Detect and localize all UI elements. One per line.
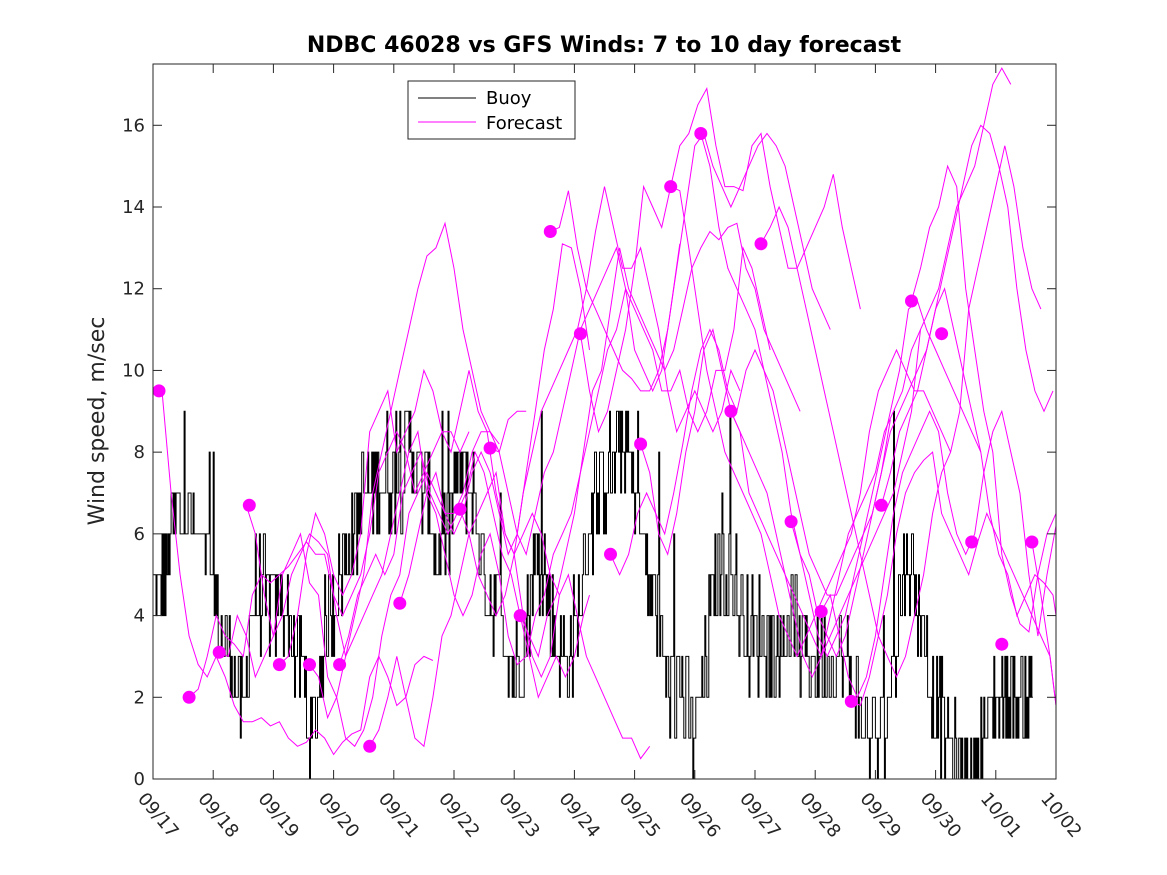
forecast-series-line-13: [579, 86, 861, 434]
forecast-series-line-20: [790, 124, 1054, 658]
forecast-marker: [724, 404, 738, 418]
forecast-series-line-5: [309, 243, 590, 720]
forecast-series-line-24: [911, 164, 1057, 633]
axes-background: [153, 64, 1056, 779]
y-tick-label: 2: [134, 687, 145, 708]
forecast-marker: [844, 694, 858, 708]
forecast-marker: [212, 645, 226, 659]
forecast-marker: [513, 609, 527, 623]
forecast-marker: [182, 690, 196, 704]
forecast-marker: [1025, 535, 1039, 549]
forecast-marker: [634, 437, 648, 451]
forecast-marker: [333, 658, 347, 672]
forecast-marker: [604, 547, 617, 561]
forecast-series-line-7: [369, 470, 651, 760]
forecast-marker: [573, 327, 587, 341]
forecast-series-line-18: [730, 67, 1012, 679]
forecast-series-line-8: [399, 243, 681, 666]
y-tick-label: 6: [134, 524, 145, 545]
y-tick-label: 10: [122, 360, 145, 381]
y-tick-label: 8: [134, 442, 145, 463]
forecast-series-layer: [153, 67, 1057, 760]
forecast-series-line-2: [218, 431, 500, 748]
forecast-marker: [814, 605, 828, 618]
y-axis: 0 2 4 6 8 10 12 14 16: [122, 115, 1056, 790]
forecast-marker: [935, 327, 949, 341]
legend-box: [407, 80, 576, 140]
forecast-marker: [393, 596, 407, 610]
forecast-series-line-6: [339, 450, 590, 699]
forecast-marker: [363, 739, 377, 753]
y-tick-label: 4: [134, 606, 145, 627]
forecast-series-line-3: [245, 221, 527, 657]
forecast-marker: [543, 225, 557, 238]
forecast-series-line-17: [700, 133, 982, 658]
y-tick-label: 16: [122, 115, 145, 136]
forecast-marker: [303, 658, 316, 672]
y-tick-label: 0: [134, 769, 145, 790]
forecast-marker: [694, 127, 708, 140]
legend-buoy-label: Buoy: [486, 88, 532, 109]
forecast-series-line-25: [1031, 541, 1057, 706]
forecast-marker: [995, 637, 1009, 651]
forecast-marker: [483, 441, 497, 455]
forecast-marker: [784, 515, 798, 529]
forecast-marker: [905, 294, 918, 308]
forecast-series-line-21: [820, 409, 1057, 699]
forecast-series-line-0: [153, 390, 434, 756]
forecast-marker-layer: [152, 127, 1039, 753]
forecast-marker: [453, 502, 467, 516]
forecast-series-line-1: [188, 430, 470, 698]
forecast-series-line-15: [640, 328, 921, 658]
forecast-series-line-9: [459, 186, 741, 617]
forecast-series-line-14: [610, 328, 891, 596]
forecast-marker: [272, 658, 286, 672]
chart-title: NDBC 46028 vs GFS Winds: 7 to 10 day for…: [307, 33, 902, 58]
forecast-marker: [152, 384, 166, 398]
forecast-series-line-16: [670, 186, 952, 658]
legend-forecast-label: Forecast: [486, 113, 562, 134]
forecast-series-line-19: [760, 145, 1042, 679]
forecast-series-line-23: [880, 287, 1057, 618]
forecast-marker: [754, 237, 768, 251]
forecast-series-line-12: [550, 132, 831, 392]
plot-area: [152, 63, 1057, 780]
forecast-series-line-11: [519, 222, 801, 658]
y-axis-label: Wind speed, m/sec: [85, 317, 110, 526]
y-tick-label: 12: [122, 279, 145, 300]
axes-frame: [152, 63, 1057, 780]
forecast-marker: [242, 498, 256, 512]
forecast-marker: [664, 180, 678, 194]
forecast-marker: [965, 535, 979, 549]
y-tick-label: 14: [122, 197, 145, 218]
forecast-marker: [874, 498, 888, 512]
legend: Buoy Forecast: [407, 80, 576, 140]
